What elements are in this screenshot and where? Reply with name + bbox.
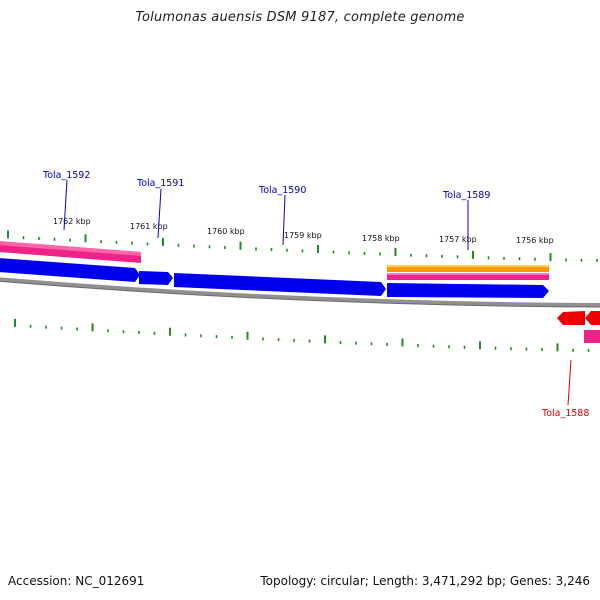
gene-label-tola-1589: Tola_1589: [442, 190, 490, 201]
scale-label-1762: 1762 kbp: [53, 217, 91, 226]
cds-arrow-tola-1591: [139, 271, 173, 285]
pink-feature-right: [387, 273, 549, 280]
gene-label-tola-1592: Tola_1592: [42, 170, 90, 181]
leader-line-tola-1588: [567, 359, 572, 406]
orange-feature: [387, 265, 549, 272]
scale-label-1757: 1757 kbp: [439, 235, 477, 244]
cds-arrow-tola-1592: [0, 258, 140, 282]
genome-backbone-shadow: [0, 280, 600, 308]
gene-label-tola-1590: Tola_1590: [258, 185, 306, 196]
leader-line-tola-1591: [157, 188, 162, 239]
genome-backbone: [0, 277, 600, 307]
rna-arrow-next: [585, 311, 600, 325]
pink-feature-left-highlight: [0, 241, 141, 256]
gene-label-tola-1591: Tola_1591: [136, 178, 184, 189]
outer-tick-row: [7, 230, 598, 262]
pink-feature-reverse: [584, 330, 600, 343]
accession-text: Accession: NC_012691: [8, 574, 145, 588]
scale-label-1761: 1761 kbp: [130, 222, 168, 231]
rna-arrow-tola-1588: [557, 311, 585, 325]
orange-feature-highlight: [387, 265, 549, 267]
leader-line-tola-1592: [63, 179, 68, 231]
scale-label-1759: 1759 kbp: [284, 231, 322, 240]
inner-tick-row: [14, 318, 590, 352]
leader-line-tola-1590: [282, 194, 286, 246]
gene-label-tola-1588: Tola_1588: [541, 408, 589, 419]
scale-label-1758: 1758 kbp: [362, 234, 400, 243]
genome-stats-text: Topology: circular; Length: 3,471,292 bp…: [260, 574, 590, 588]
map-title: Tolumonas auensis DSM 9187, complete gen…: [135, 10, 465, 25]
scale-label-1756: 1756 kbp: [516, 236, 554, 245]
cds-arrow-tola-1590: [174, 273, 386, 296]
scale-label-1760: 1760 kbp: [207, 227, 245, 236]
cds-arrow-tola-1589: [387, 283, 549, 298]
pink-feature-right-highlight: [387, 273, 549, 275]
